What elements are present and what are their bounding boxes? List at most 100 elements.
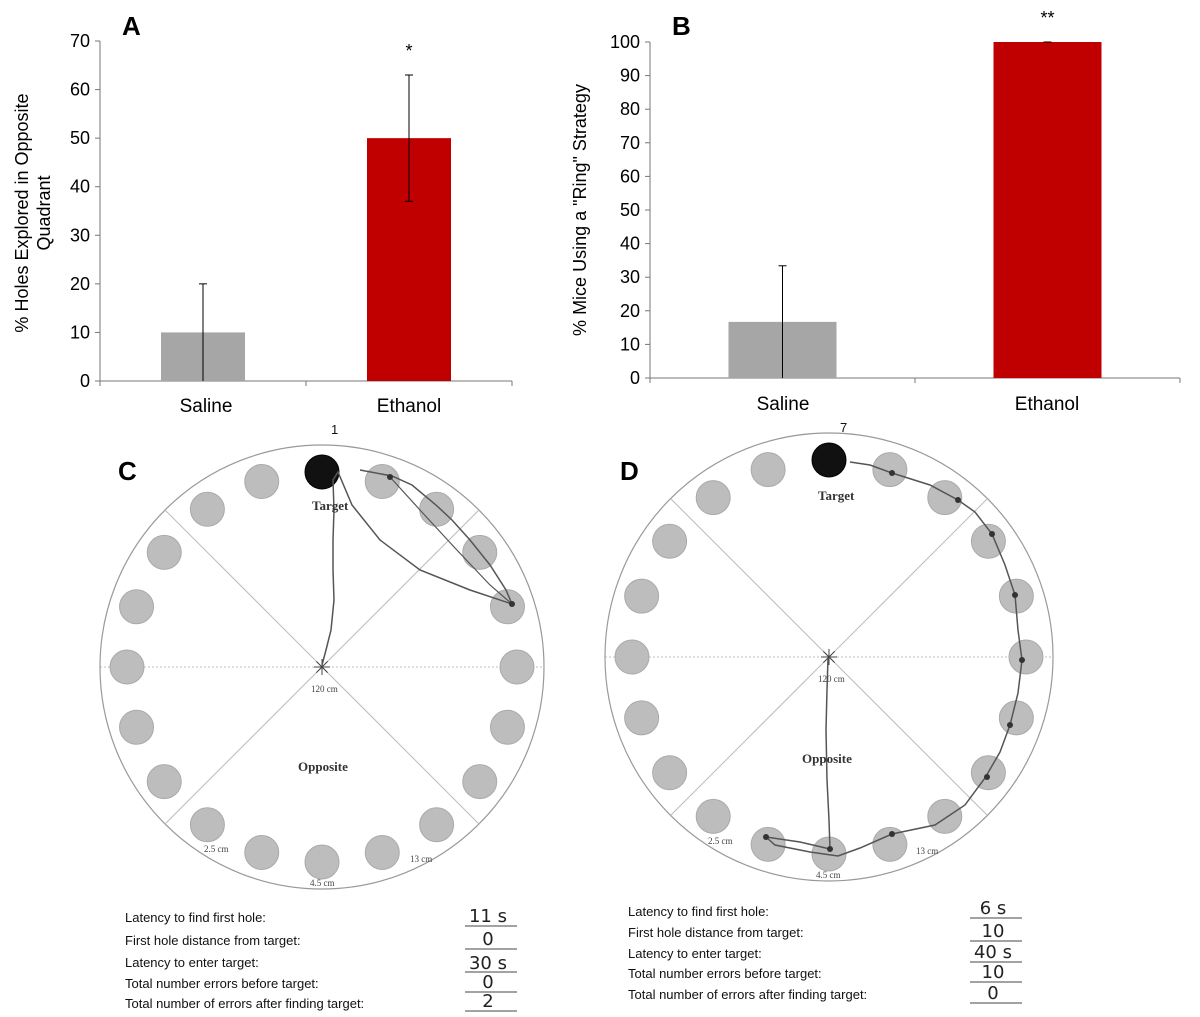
maze-d-hole [872, 826, 908, 862]
measure-value-d: 10 [982, 962, 1005, 983]
chart-b-xtick-saline: Saline [757, 394, 810, 415]
measure-value-c: 0 [482, 972, 493, 993]
chart-a-xtick-saline: Saline [180, 396, 233, 417]
maze-c-hole [489, 709, 525, 745]
maze-c-hole [189, 807, 225, 843]
measures-d: Latency to find first hole: First hole d… [628, 898, 1022, 1004]
maze-d-visit-point [763, 834, 769, 840]
chart-a-ytick-label: 50 [70, 128, 90, 148]
chart-b-ylabel: % Mice Using a "Ring" Strategy [570, 84, 590, 336]
maze-d-hole [998, 700, 1034, 736]
chart-b-ytick-label: 60 [620, 166, 640, 186]
maze-d-edge-label: 13 cm [916, 846, 938, 856]
maze-c-hole [244, 464, 280, 500]
maze-c-hole-size-label: 4.5 cm [310, 878, 335, 888]
maze-d-quadrant-line [828, 656, 988, 816]
maze-d-hole [614, 639, 650, 675]
measure-label: Total number errors before target: [628, 966, 822, 981]
measure-label: Latency to enter target: [125, 955, 259, 970]
maze-d-visit-point [1012, 592, 1018, 598]
chart-b-ytick-label: 90 [620, 66, 640, 86]
chart-a-ytick-label: 10 [70, 322, 90, 342]
maze-d-path [763, 461, 1023, 857]
maze-c-hole [119, 589, 155, 625]
maze-d: D 7 Target Opposite 120 cm 2.5 cm 4.5 cm… [604, 420, 1054, 882]
maze-c-quadrant-line [164, 509, 323, 668]
maze-d-visit-point [989, 531, 995, 537]
maze-d-hole [652, 755, 688, 791]
chart-b-xtick-ethanol: Ethanol [1015, 394, 1079, 415]
maze-c-edge-label: 13 cm [410, 854, 432, 864]
maze-d-hole [872, 452, 908, 488]
maze-c-visit-point [509, 601, 515, 607]
maze-d-hole [652, 523, 688, 559]
panel-letter-c: C [118, 456, 137, 486]
chart-b-ytick-label: 70 [620, 133, 640, 153]
measure-label: Latency to find first hole: [628, 904, 769, 919]
maze-c-quadrant-line [164, 666, 323, 825]
maze-c-hole [499, 649, 535, 685]
maze-c-mouse-mark: 1 [331, 422, 338, 437]
measure-value-c: 2 [482, 991, 493, 1012]
chart-a-ytick-label: 20 [70, 274, 90, 294]
maze-d-visit-point [955, 497, 961, 503]
chart-a-ytick-label: 70 [70, 31, 90, 51]
maze-c-target-hole [304, 454, 340, 490]
maze-c-visit-point [387, 474, 393, 480]
panel-letter-d: D [620, 456, 639, 486]
maze-d-hole [695, 480, 731, 516]
chart-b: B % Mice Using a "Ring" Strategy Saline … [570, 8, 1181, 415]
maze-d-center-mark [822, 650, 836, 664]
chart-a-significance-marker: * [405, 41, 412, 61]
maze-c-hole [244, 834, 280, 870]
measure-value-c: 0 [482, 929, 493, 950]
maze-c-center-mark [315, 660, 329, 674]
chart-b-ytick-label: 100 [610, 32, 640, 52]
chart-b-ytick-label: 40 [620, 234, 640, 254]
chart-b-ytick-label: 20 [620, 301, 640, 321]
maze-d-opposite-label: Opposite [802, 751, 852, 766]
chart-a-ytick-label: 30 [70, 225, 90, 245]
maze-c: C 1 Target Opposite 120 cm 2.5 cm 4.5 cm… [99, 422, 545, 890]
maze-d-hole [750, 452, 786, 488]
chart-a-ytick-label: 60 [70, 80, 90, 100]
measures-c: Latency to find first hole: First hole d… [125, 906, 517, 1012]
chart-b-significance-marker: ** [1040, 8, 1054, 28]
chart-b-ytick-label: 50 [620, 200, 640, 220]
measure-label: Latency to find first hole: [125, 910, 266, 925]
measure-label: First hole distance from target: [125, 933, 301, 948]
maze-c-target-label: Target [312, 498, 349, 513]
maze-d-hole [750, 826, 786, 862]
measure-value-c: 30 s [469, 953, 507, 974]
chart-b-bar-ethanol [993, 42, 1102, 378]
maze-c-hole [109, 649, 145, 685]
maze-d-target-label: Target [818, 488, 855, 503]
maze-c-spacing-label: 2.5 cm [204, 844, 229, 854]
panel-letter-b: B [672, 11, 691, 41]
chart-a-ylabel-line1: % Holes Explored in Opposite [12, 93, 32, 332]
maze-d-hole-size-label: 4.5 cm [816, 870, 841, 880]
maze-d-visit-point [827, 846, 833, 852]
maze-c-quadrant-line [321, 666, 480, 825]
maze-c-hole [304, 844, 340, 880]
measure-label: Total number of errors after finding tar… [125, 996, 364, 1011]
measure-value-d: 40 s [974, 942, 1012, 963]
measure-value-d: 0 [987, 983, 998, 1004]
maze-c-hole [462, 764, 498, 800]
maze-c-hole [189, 491, 225, 527]
chart-b-ytick-label: 30 [620, 267, 640, 287]
maze-d-hole [1008, 639, 1044, 675]
maze-c-path-return [389, 476, 513, 605]
maze-d-quadrant-line [670, 498, 830, 658]
maze-d-visit-point [1019, 657, 1025, 663]
maze-d-mouse-mark: 7 [840, 420, 847, 435]
maze-d-hole [624, 578, 660, 614]
chart-b-ytick-label: 10 [620, 334, 640, 354]
maze-c-hole [119, 709, 155, 745]
maze-d-diameter-label: 120 cm [818, 674, 845, 684]
maze-d-spacing-label: 2.5 cm [708, 836, 733, 846]
maze-c-hole [419, 491, 455, 527]
chart-a-xtick-ethanol: Ethanol [377, 396, 441, 417]
maze-d-visit-point [984, 774, 990, 780]
